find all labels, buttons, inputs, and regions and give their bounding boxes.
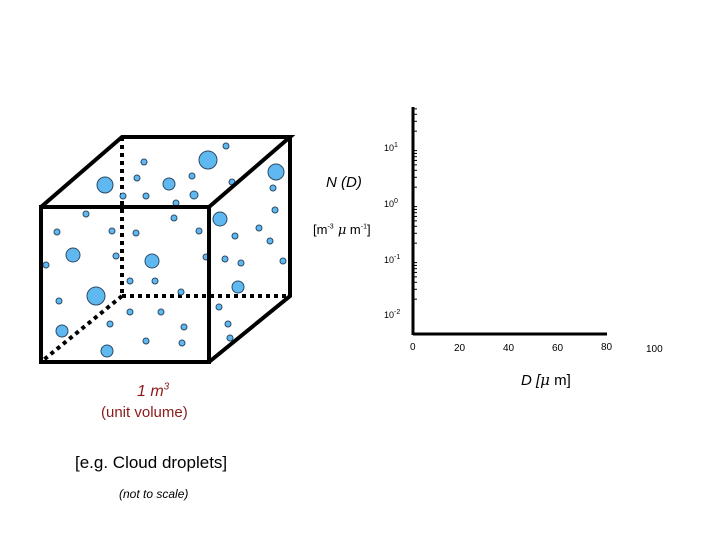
droplet [42,261,50,269]
y-tick-label: 10-2 [384,309,401,320]
y-tick-label: 101 [384,142,398,153]
droplet [157,308,165,316]
droplet [86,286,106,306]
droplet [180,323,188,331]
y-unit-close: ] [366,222,371,237]
droplets [42,142,287,358]
y-axis-unit: [m-3 μ m-1] [313,222,371,238]
droplet [271,206,279,214]
droplet [255,224,263,232]
x-title-mu: μ [540,371,550,389]
droplet [170,214,178,222]
x-tick-label: 40 [503,343,515,354]
x-tick-label: 80 [601,342,613,353]
y-unit-open: [m [313,222,328,237]
droplet [269,184,277,192]
droplet [237,259,245,267]
x-title-post: m] [549,372,571,389]
droplet [221,255,229,263]
example-caption: [e.g. Cloud droplets] [75,453,228,472]
droplet [142,192,150,200]
droplet [195,227,203,235]
droplet [112,252,120,260]
droplet [266,237,274,245]
cube-top-face [39,135,296,209]
y-tick-label: 100 [384,198,398,209]
droplet [106,320,114,328]
droplet [133,174,141,182]
x-tick-label: 20 [454,343,466,354]
volume-label-text: 1 m [137,383,164,400]
droplet [53,228,61,236]
y-axis-minor-ticks [413,108,417,300]
x-title-pre: D [ [521,372,541,389]
droplet [96,176,114,194]
y-unit-m: m [346,222,361,237]
droplet [178,339,186,347]
droplet [177,288,185,296]
y-unit-exp1: -3 [327,223,334,231]
chart-axes [411,107,607,336]
droplet [108,227,116,235]
droplet [189,190,199,200]
droplet [198,150,218,170]
scale-note: (not to scale) [119,487,189,501]
droplet [126,308,134,316]
droplet [226,334,234,342]
x-tick-label: 60 [552,343,564,354]
droplet [231,232,239,240]
x-tick-label: 0 [410,342,416,353]
cube-visible-edges [39,135,296,364]
droplet [151,277,159,285]
droplet [82,210,90,218]
droplet [142,337,150,345]
y-unit-exp2: -1 [360,223,367,231]
droplet [215,303,223,311]
cube-hidden-edges [39,137,290,364]
cube-right-face [207,137,292,364]
y-tick-label: 10-1 [384,254,401,265]
y-axis-title-text: N (D) [326,174,362,191]
droplet [224,320,232,328]
droplet [162,177,176,191]
droplet [140,158,148,166]
droplet [212,211,228,227]
droplet [132,229,140,237]
droplet [65,247,81,263]
droplet [279,257,287,265]
droplet [55,324,69,338]
y-axis-title: N (D) [326,174,362,191]
x-axis-title: D [μ m] [521,371,571,389]
droplet [119,192,127,200]
cube-hidden-edge-diagonal [39,294,124,364]
droplet [267,163,285,181]
volume-label-exponent: 3 [163,381,170,393]
droplet [231,280,245,294]
x-tick-label: 100 [646,344,663,355]
droplet [222,142,230,150]
droplet [144,253,160,269]
cube-front-face [39,205,211,364]
droplet [126,277,134,285]
droplet [188,172,196,180]
droplet [100,344,114,358]
volume-label: 1 m3 [137,381,170,401]
y-unit-mu: μ [333,223,347,238]
droplet [55,297,63,305]
unit-volume-caption: (unit volume) [101,404,188,421]
